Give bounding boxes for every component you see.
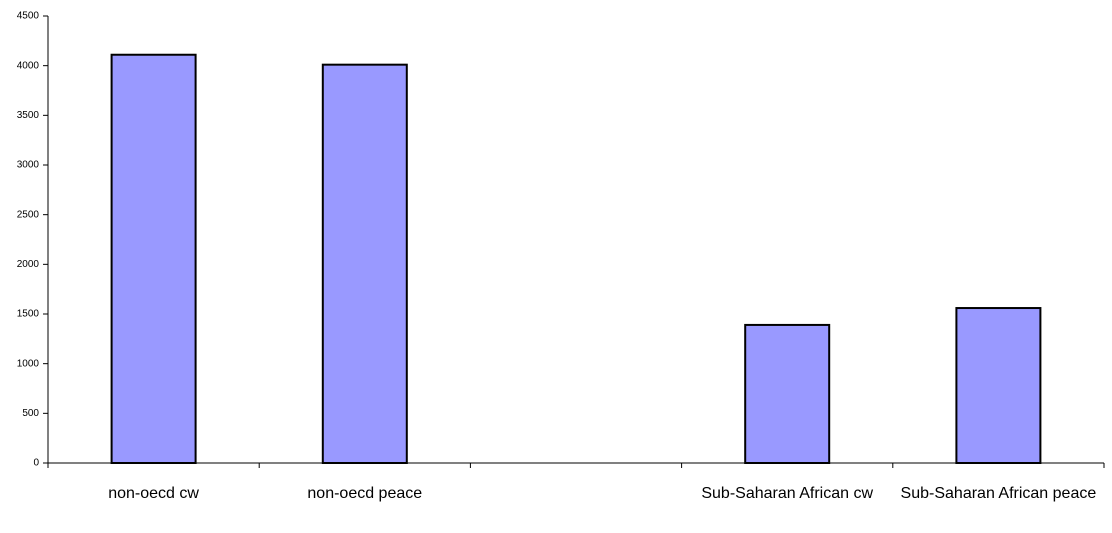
x-tick-label: non-oecd cw	[108, 485, 199, 502]
bar	[110, 53, 197, 465]
y-tick-label: 3000	[17, 160, 40, 171]
bar	[744, 323, 831, 464]
y-tick-label: 2000	[17, 259, 40, 270]
x-tick-label: Sub-Saharan African cw	[701, 485, 874, 502]
x-tick-label: non-oecd peace	[307, 485, 423, 502]
y-tick-label: 4000	[17, 60, 40, 71]
bar	[321, 63, 408, 464]
y-tick-label: 1000	[17, 358, 40, 369]
y-tick-label: 0	[33, 458, 39, 469]
x-tick-label: Sub-Saharan African peace	[900, 485, 1097, 502]
y-tick-label: 4500	[17, 11, 40, 22]
bar	[955, 307, 1042, 465]
y-tick-label: 3500	[17, 110, 40, 121]
y-tick-label: 2500	[17, 209, 40, 220]
y-tick-label: 1500	[17, 309, 40, 320]
y-tick-label: 500	[22, 408, 39, 419]
